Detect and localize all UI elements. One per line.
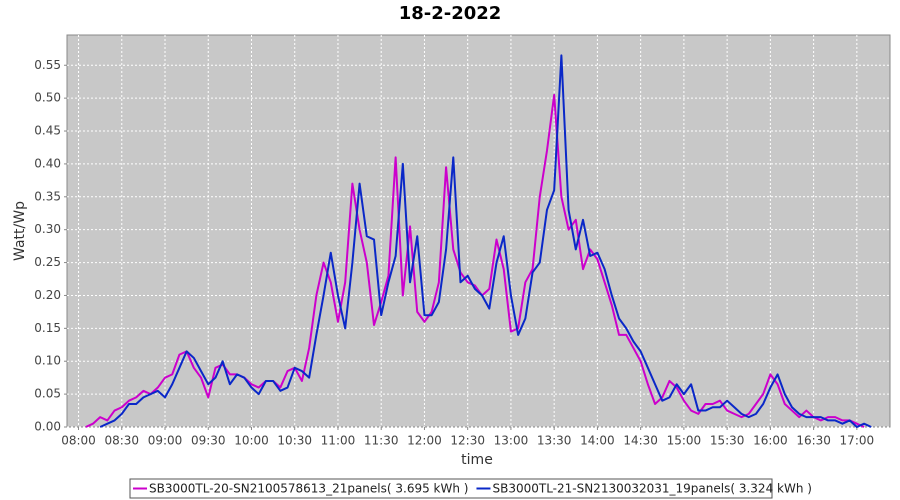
x-tick-label: 08:30 xyxy=(104,434,139,448)
plot-area xyxy=(66,34,891,428)
x-tick-label: 14:30 xyxy=(623,434,658,448)
x-tick-label: 09:30 xyxy=(191,434,226,448)
x-tick-label: 13:00 xyxy=(494,434,529,448)
x-tick-label: 13:30 xyxy=(537,434,572,448)
y-tick-label: 0.35 xyxy=(34,189,61,203)
x-tick-label: 12:00 xyxy=(407,434,442,448)
x-tick-label: 11:30 xyxy=(364,434,399,448)
y-tick-label: 0.10 xyxy=(34,354,61,368)
chart-title: 18-2-2022 xyxy=(399,3,502,24)
legend-label: SB3000TL-21-SN2130032031_19panels( 3.324… xyxy=(492,482,811,496)
x-tick-label: 16:00 xyxy=(753,434,788,448)
series-line xyxy=(85,93,865,428)
x-axis-label: time xyxy=(461,452,493,468)
y-tick-label: 0.25 xyxy=(34,255,61,269)
x-tick-label: 10:30 xyxy=(277,434,312,448)
x-tick-label: 11:00 xyxy=(321,434,356,448)
x-tick-label: 14:00 xyxy=(580,434,615,448)
y-axis-label: Watt/Wp xyxy=(12,201,28,261)
legend xyxy=(129,478,773,499)
x-tick-label: 17:00 xyxy=(840,434,875,448)
y-tick-label: 0.20 xyxy=(34,288,61,302)
y-tick-label: 0.00 xyxy=(34,420,61,434)
y-tick-label: 0.50 xyxy=(34,91,61,105)
y-tick-label: 0.30 xyxy=(34,222,61,236)
y-tick-label: 0.45 xyxy=(34,124,61,138)
x-tick-label: 15:00 xyxy=(667,434,702,448)
x-tick-label: 09:00 xyxy=(148,434,183,448)
series-line xyxy=(99,54,872,428)
legend-label: SB3000TL-20-SN2100578613_21panels( 3.695… xyxy=(149,482,468,496)
x-tick-label: 10:00 xyxy=(234,434,269,448)
x-tick-label: 12:30 xyxy=(450,434,485,448)
x-tick-label: 08:00 xyxy=(61,434,96,448)
y-tick-label: 0.55 xyxy=(34,58,61,72)
y-tick-label: 0.40 xyxy=(34,156,61,170)
y-tick-label: 0.05 xyxy=(34,387,61,401)
x-tick-label: 15:30 xyxy=(710,434,745,448)
x-tick-label: 16:30 xyxy=(796,434,831,448)
y-tick-label: 0.15 xyxy=(34,321,61,335)
